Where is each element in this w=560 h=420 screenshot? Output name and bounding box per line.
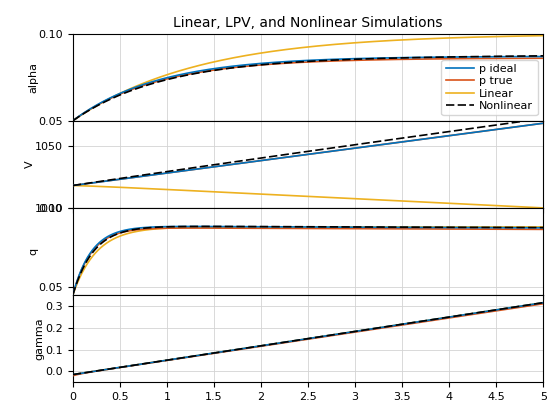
Legend: p ideal, p true, Linear, Nonlinear: p ideal, p true, Linear, Nonlinear	[441, 60, 538, 115]
Y-axis label: gamma: gamma	[35, 318, 45, 360]
Title: Linear, LPV, and Nonlinear Simulations: Linear, LPV, and Nonlinear Simulations	[173, 16, 443, 30]
Y-axis label: q: q	[28, 248, 38, 255]
Y-axis label: V: V	[25, 160, 35, 168]
Y-axis label: alpha: alpha	[28, 62, 38, 93]
